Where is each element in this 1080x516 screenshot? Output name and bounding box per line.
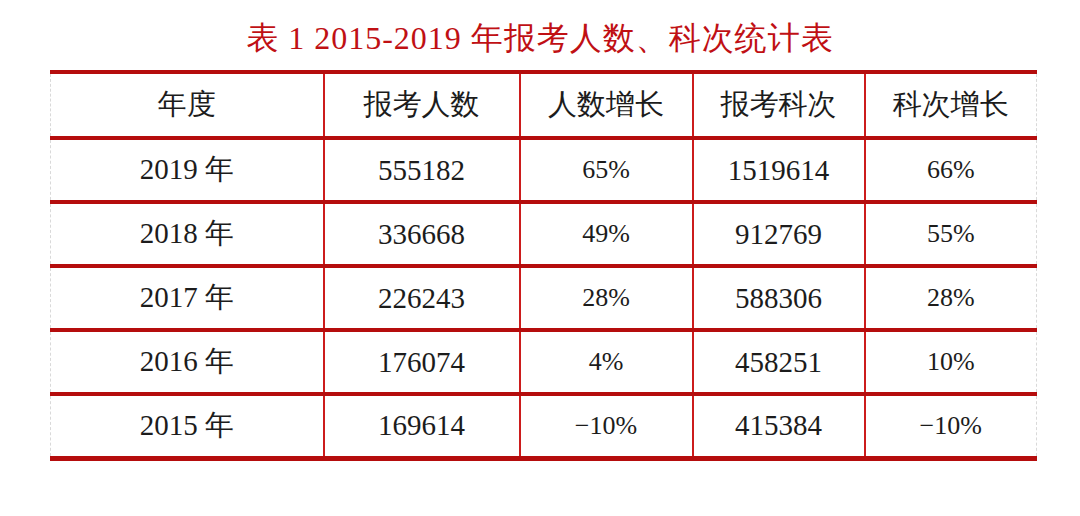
cell-applicants: 555182	[324, 138, 520, 202]
col-header-session-growth: 科次增长	[865, 72, 1037, 138]
cell-applicants: 336668	[324, 202, 520, 266]
table-row: 2017 年 226243 28% 588306 28%	[51, 266, 1037, 330]
cell-applicants: 169614	[324, 394, 520, 458]
cell-applicant-growth: 28%	[520, 266, 693, 330]
cell-applicants: 226243	[324, 266, 520, 330]
cell-session-growth: −10%	[865, 394, 1037, 458]
col-header-applicants: 报考人数	[324, 72, 520, 138]
cell-year: 2016 年	[51, 330, 324, 394]
cell-sessions: 588306	[693, 266, 865, 330]
cell-applicant-growth: 49%	[520, 202, 693, 266]
col-header-sessions: 报考科次	[693, 72, 865, 138]
cell-session-growth: 55%	[865, 202, 1037, 266]
cell-applicant-growth: 4%	[520, 330, 693, 394]
cell-year: 2017 年	[51, 266, 324, 330]
cell-session-growth: 66%	[865, 138, 1037, 202]
cell-sessions: 415384	[693, 394, 865, 458]
cell-sessions: 458251	[693, 330, 865, 394]
cell-applicants: 176074	[324, 330, 520, 394]
header-row: 年度 报考人数 人数增长 报考科次 科次增长	[51, 72, 1037, 138]
table-row: 2019 年 555182 65% 1519614 66%	[51, 138, 1037, 202]
stats-table: 年度 报考人数 人数增长 报考科次 科次增长 2019 年 555182 65%…	[50, 70, 1037, 461]
cell-session-growth: 28%	[865, 266, 1037, 330]
cell-year: 2018 年	[51, 202, 324, 266]
cell-year: 2019 年	[51, 138, 324, 202]
cell-sessions: 912769	[693, 202, 865, 266]
table-row: 2016 年 176074 4% 458251 10%	[51, 330, 1037, 394]
cell-session-growth: 10%	[865, 330, 1037, 394]
table-row: 2015 年 169614 −10% 415384 −10%	[51, 394, 1037, 458]
cell-year: 2015 年	[51, 394, 324, 458]
col-header-applicant-growth: 人数增长	[520, 72, 693, 138]
col-header-year: 年度	[51, 72, 324, 138]
cell-applicant-growth: 65%	[520, 138, 693, 202]
table-row: 2018 年 336668 49% 912769 55%	[51, 202, 1037, 266]
page: 表 1 2015-2019 年报考人数、科次统计表 年度 报考人数 人数增长 报…	[0, 0, 1080, 516]
cell-sessions: 1519614	[693, 138, 865, 202]
cell-applicant-growth: −10%	[520, 394, 693, 458]
table-title: 表 1 2015-2019 年报考人数、科次统计表	[0, 0, 1080, 60]
